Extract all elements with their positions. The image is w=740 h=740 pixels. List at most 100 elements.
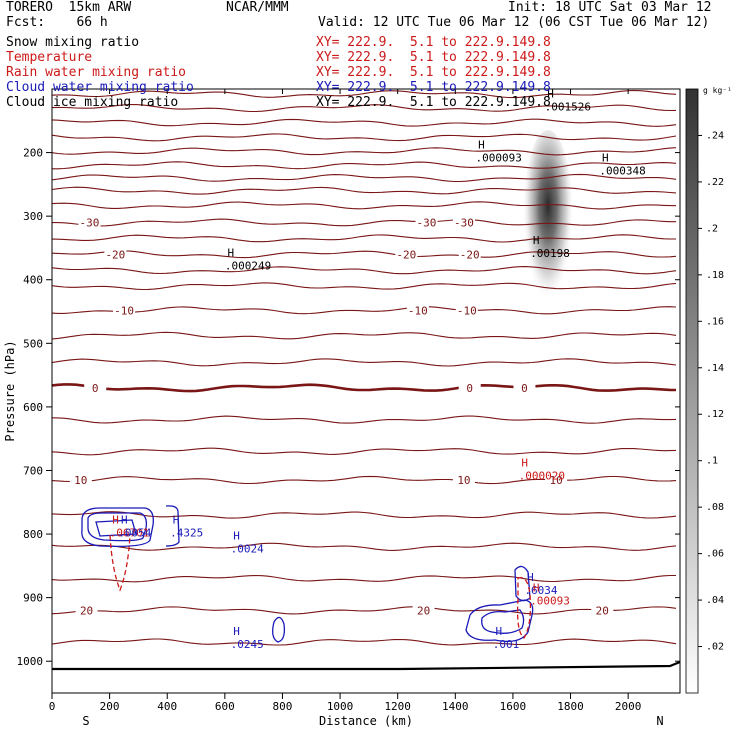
temperature-contour (52, 186, 677, 195)
isotherm-label: 0 (521, 382, 528, 395)
isotherm-label: 20 (596, 604, 609, 617)
isotherm-label: -30 (80, 217, 100, 230)
isotherm-label: -30 (417, 217, 437, 230)
isotherm-label-bg (84, 380, 107, 393)
temperature-contour (52, 218, 676, 227)
maximum-value-label: .0054 (118, 527, 151, 540)
rain-water-contour (516, 576, 532, 639)
isotherm-label: 10 (74, 474, 87, 487)
isotherm-label: 0 (466, 382, 473, 395)
colorbar-tick-label: .12 (706, 409, 724, 420)
maximum-marker: H (112, 514, 119, 527)
maximum-marker: H (527, 571, 534, 584)
maximum-value-label: .00093 (530, 595, 570, 608)
field-temperature-name: Temperature (6, 50, 93, 65)
temperature-contour (52, 161, 677, 170)
colorbar (685, 88, 699, 694)
y-tick-label: 500 (23, 337, 43, 350)
forecast-hour: Fcst: 66 h (6, 15, 108, 30)
x-tick-label: 1600 (500, 700, 527, 713)
x-tick-label: 1000 (327, 700, 354, 713)
x-tick-label: 400 (157, 700, 177, 713)
x-tick-label: 200 (100, 700, 120, 713)
colorbar-tick-label: .14 (706, 363, 724, 374)
temperature-contour (52, 234, 676, 243)
temperature-contour (52, 542, 677, 551)
temperature-contour (52, 147, 677, 156)
isotherm-label-bg (75, 603, 98, 616)
isotherm-label: 0 (92, 382, 99, 395)
isotherm-label-bg (415, 215, 438, 228)
maximum-value-label: .00198 (530, 247, 570, 260)
isotherm-label-bg (458, 247, 481, 260)
temperature-contour (52, 89, 677, 99)
temperature-contour (52, 103, 677, 113)
colorbar-tick-label: .18 (706, 270, 724, 281)
field-cloud-ice-name: Cloud ice mixing ratio (6, 95, 179, 110)
colorbar-tick-label: .06 (706, 549, 724, 560)
isotherm-label-bg (591, 603, 614, 616)
temperature-contour (52, 201, 677, 210)
temperature-contour (52, 638, 677, 646)
isotherm-label-bg (545, 473, 568, 486)
field-snow-name: Snow mixing ratio (6, 35, 140, 50)
maximum-marker: H (121, 514, 128, 527)
org-label: NCAR/MMM (226, 0, 289, 15)
isotherm-label-bg (104, 247, 127, 260)
isotherm-label-bg (455, 303, 478, 316)
maximum-value-label: .000249 (225, 260, 271, 273)
maximum-marker: H (478, 139, 485, 152)
x-axis-label: Distance (km) (319, 714, 413, 728)
isotherm-label: 10 (550, 474, 563, 487)
temperature-contour (52, 306, 677, 315)
y-axis-label: Pressure (hPa) (3, 340, 17, 441)
x-tick-label: 1800 (557, 700, 584, 713)
maximum-value-label: .4325 (170, 527, 203, 540)
maximum-value-label: .0245 (231, 638, 264, 651)
isotherm-label-bg (452, 215, 475, 228)
field-temperature-xy: XY= 222.9. 5.1 to 222.9.149.8 (316, 50, 551, 65)
field-cloud-water-name: Cloud water mixing ratio (6, 80, 194, 95)
maximum-marker: H (602, 151, 609, 164)
temperature-contour (52, 173, 677, 183)
y-tick-label: 600 (23, 401, 43, 414)
colorbar-tick-label: .22 (706, 177, 724, 188)
maximum-value-label: .000020 (519, 469, 565, 482)
cloud-water-contour (87, 512, 148, 542)
maximum-marker: H (233, 530, 240, 543)
colorbar-unit: g kg⁻¹ (703, 86, 732, 95)
maximum-value-label: .001526 (545, 101, 591, 114)
isotherm-label: -20 (396, 248, 416, 261)
y-tick-label: 200 (23, 147, 43, 160)
isotherm-label: -30 (454, 217, 474, 230)
isotherm-label: 10 (457, 474, 470, 487)
temperature-contour (52, 358, 677, 367)
maximum-marker: H (533, 234, 540, 247)
field-rain-xy: XY= 222.9. 5.1 to 222.9.149.8 (316, 65, 551, 80)
isotherm-label: -10 (114, 304, 134, 317)
isotherm-label-bg (406, 303, 429, 316)
maximum-marker: H (521, 456, 528, 469)
colorbar-tick-label: .16 (706, 316, 724, 327)
y-tick-label: 800 (23, 528, 43, 541)
isotherm-label-bg (513, 380, 536, 393)
x-tick-label: 1400 (442, 700, 469, 713)
temperature-contour (52, 511, 677, 519)
temperature-contour (52, 133, 677, 142)
maximum-value-label: .000093 (475, 152, 521, 165)
field-cloud-ice-xy: XY= 222.9. 5.1 to 222.9.149.8 (316, 95, 551, 110)
temperature-contour (52, 118, 677, 127)
isotherm-label: -10 (408, 304, 428, 317)
maximum-value-label: .000348 (599, 164, 645, 177)
field-cloud-water-xy: XY= 222.9. 5.1 to 222.9.149.8 (316, 80, 551, 95)
maximum-marker: H (173, 514, 180, 527)
colorbar-tick-label: .04 (706, 595, 724, 606)
valid-time: Valid: 12 UTC Tue 06 Mar 12 (06 CST Tue … (318, 15, 710, 30)
x-tick-label: 2000 (615, 700, 642, 713)
y-tick-label: 400 (23, 274, 43, 287)
south-label: S (82, 714, 89, 728)
colorbar-tick-label: .08 (706, 502, 724, 513)
x-tick-label: 1200 (384, 700, 411, 713)
y-tick-label: 900 (23, 592, 43, 605)
